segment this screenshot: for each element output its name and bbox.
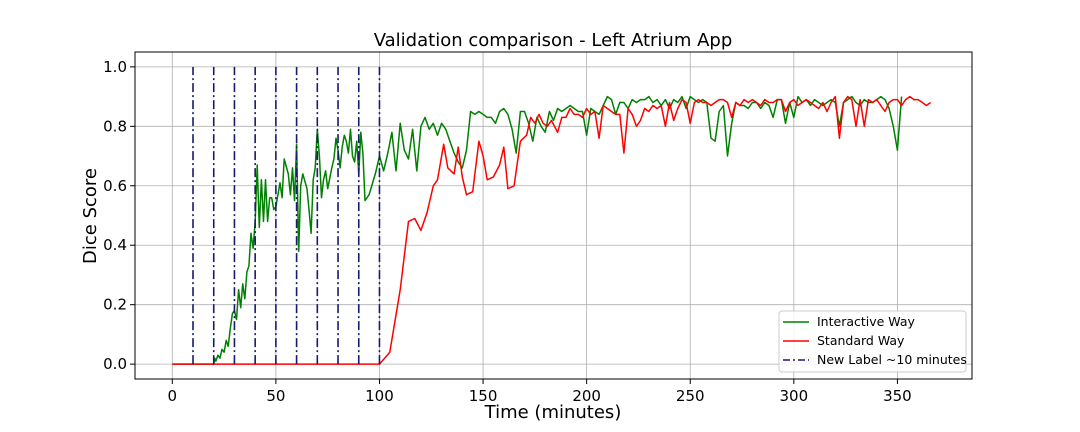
y-tick-label: 0.0 [103,355,127,373]
x-axis-label: Time (minutes) [484,402,622,423]
x-tick-label: 150 [469,387,498,405]
chart-title: Validation comparison - Left Atrium App [374,30,733,51]
x-tick-label: 200 [572,387,601,405]
x-tick-label: 50 [266,387,285,405]
series-line-1 [172,95,903,365]
legend-label-3: New Label ~10 minutes [817,352,967,367]
grid [135,52,972,379]
y-tick-label: 0.6 [103,177,127,195]
y-axis: 0.0 0.2 0.4 0.6 0.8 1.0 [103,58,135,373]
legend: Interactive Way Standard Way New Label ~10… [778,310,967,373]
x-tick-label: 250 [676,387,705,405]
legend-box [778,310,967,373]
legend-label-2: Standard Way [817,333,905,348]
series-layer [172,66,932,365]
x-tick-label: 350 [883,387,912,405]
x-axis: 0 50 100 150 200 250 300 350 [168,379,912,405]
legend-label-1: Interactive Way [817,314,916,329]
x-tick-label: 300 [780,387,809,405]
x-tick-label: 0 [168,387,178,405]
plot-frame [134,51,973,380]
y-axis-label: Dice Score [80,168,101,264]
y-tick-label: 0.8 [103,117,127,135]
x-tick-label: 100 [365,387,394,405]
series-line-2 [172,95,932,365]
y-tick-label: 1.0 [103,58,127,76]
y-tick-label: 0.2 [103,296,127,314]
y-tick-label: 0.4 [103,236,127,254]
